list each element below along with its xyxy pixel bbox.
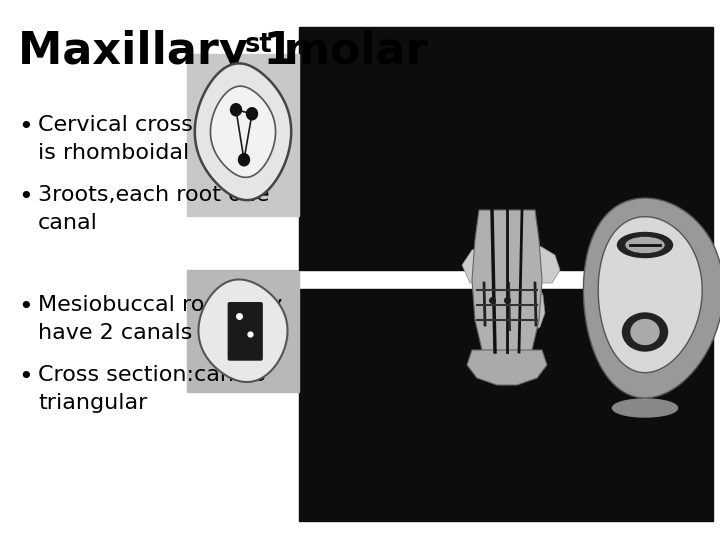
- Ellipse shape: [626, 238, 664, 253]
- Ellipse shape: [613, 399, 678, 417]
- Text: Cross section:canals
triangular: Cross section:canals triangular: [38, 365, 266, 413]
- Bar: [299, 289, 713, 521]
- Ellipse shape: [230, 104, 241, 116]
- Polygon shape: [199, 280, 287, 382]
- Polygon shape: [613, 273, 635, 326]
- Bar: [595, 326, 695, 332]
- Bar: [299, 27, 713, 270]
- Text: •: •: [18, 365, 32, 389]
- Polygon shape: [528, 283, 545, 330]
- Polygon shape: [195, 63, 291, 200]
- Polygon shape: [472, 210, 542, 380]
- Polygon shape: [467, 350, 547, 385]
- Text: st: st: [245, 32, 273, 58]
- Text: Cervical cross section
is rhomboidal: Cervical cross section is rhomboidal: [38, 115, 280, 163]
- Ellipse shape: [246, 107, 258, 120]
- Text: •: •: [18, 115, 32, 139]
- Bar: [187, 270, 299, 392]
- Ellipse shape: [618, 233, 672, 258]
- Ellipse shape: [623, 313, 667, 351]
- Ellipse shape: [238, 154, 250, 166]
- Ellipse shape: [631, 320, 659, 345]
- Polygon shape: [598, 217, 702, 373]
- Text: Maxillary 1: Maxillary 1: [18, 30, 294, 73]
- Polygon shape: [210, 86, 276, 177]
- Polygon shape: [462, 237, 560, 283]
- Text: 3roots,each root one
canal: 3roots,each root one canal: [38, 185, 269, 233]
- Polygon shape: [583, 198, 720, 398]
- FancyBboxPatch shape: [228, 302, 263, 361]
- Polygon shape: [475, 283, 495, 330]
- Polygon shape: [595, 228, 695, 273]
- Polygon shape: [663, 273, 681, 326]
- Text: •: •: [18, 185, 32, 209]
- Text: Mesiobuccal root may
have 2 canals: Mesiobuccal root may have 2 canals: [38, 295, 282, 343]
- Text: molar: molar: [268, 30, 428, 73]
- Bar: [187, 54, 299, 216]
- Text: •: •: [18, 295, 32, 319]
- Polygon shape: [500, 283, 518, 333]
